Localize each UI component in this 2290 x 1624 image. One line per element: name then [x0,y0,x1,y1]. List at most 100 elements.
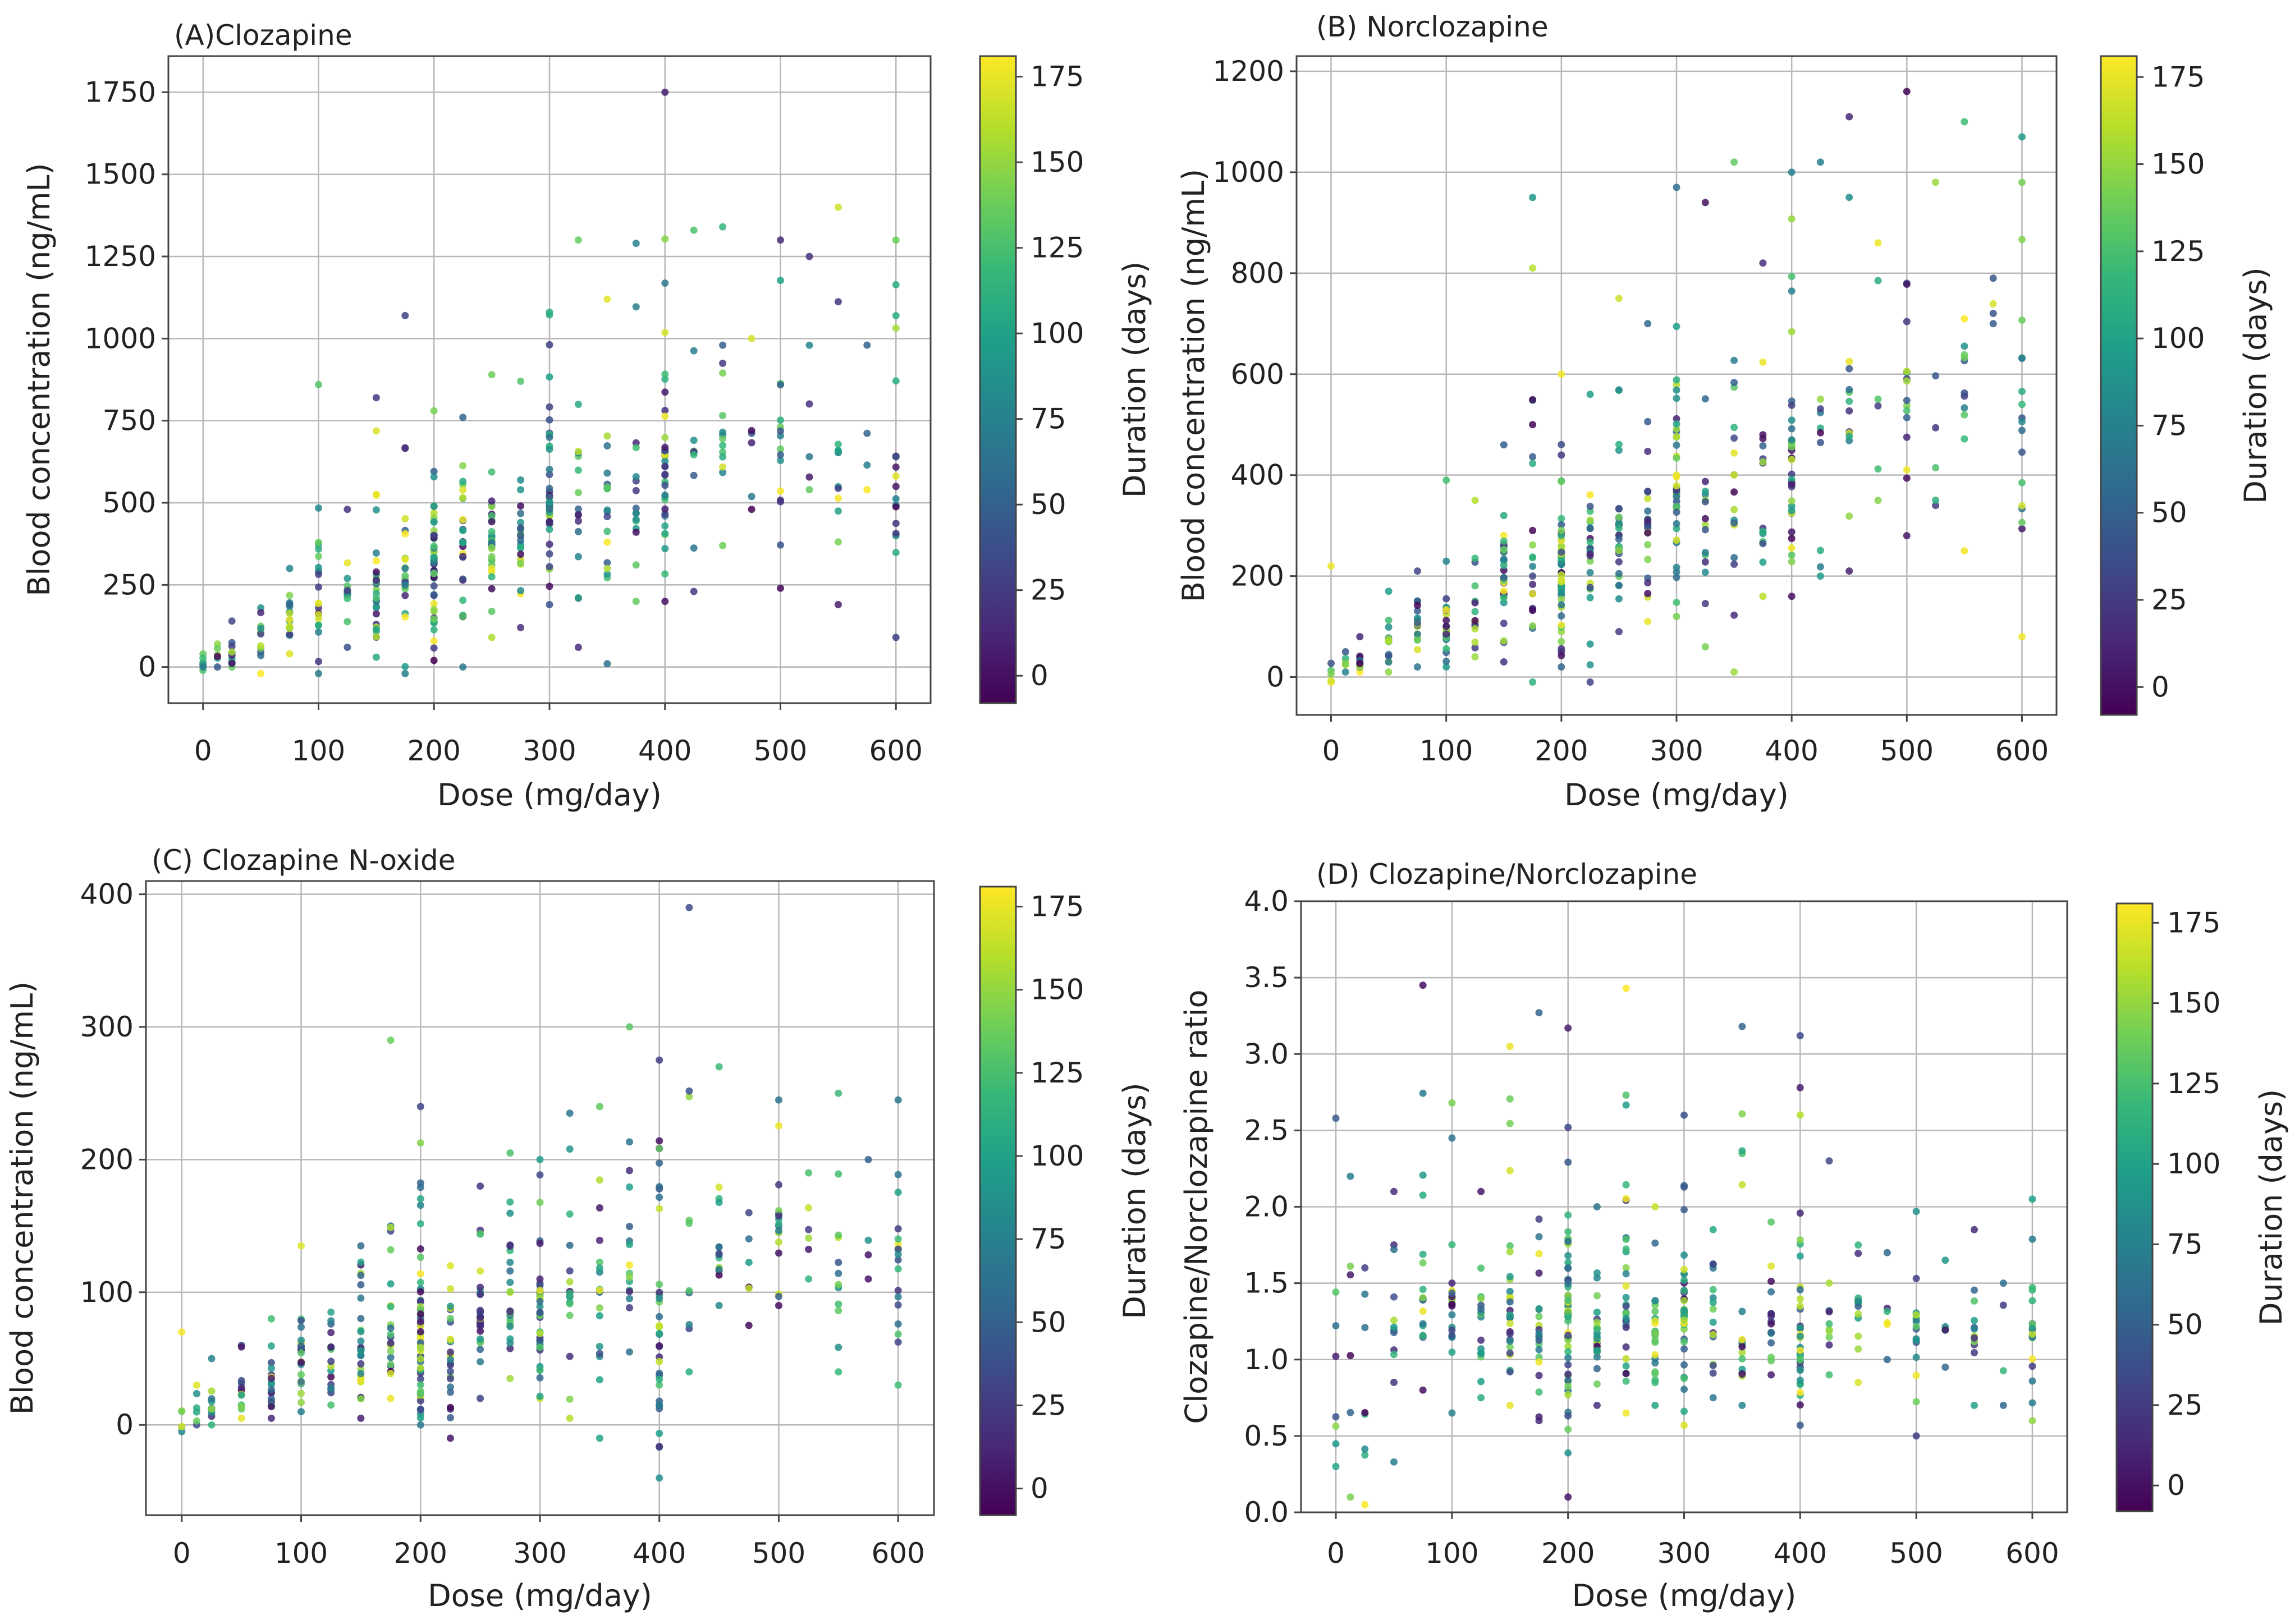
data-point [1506,1095,1514,1103]
data-point [2028,1235,2036,1243]
data-point [1912,1432,1920,1440]
data-point [488,468,496,476]
data-point [1586,552,1594,559]
scatter-points [1332,981,2036,1508]
colorbar: 0 25 50 75 100 125 150 175 Duration (days) [2115,902,2289,1512]
data-point [626,1261,633,1269]
data-point [1558,526,1565,534]
data-point [447,1336,454,1343]
data-point [2028,1355,2036,1363]
data-point [2018,418,2026,425]
data-point [834,507,842,515]
data-point [719,369,727,377]
data-point [748,439,755,447]
data-point [517,510,525,517]
data-point [1651,1351,1659,1359]
data-point [1564,1383,1572,1391]
data-point [416,1344,424,1352]
data-point [566,1300,574,1308]
data-point [1564,1237,1572,1245]
data-point [297,1371,305,1379]
colorbar-tick-label: 75 [2167,1228,2203,1260]
data-point [344,506,351,513]
data-point [1788,215,1796,223]
data-point [1961,354,1968,361]
data-point [894,1301,902,1309]
data-point [297,1316,305,1324]
data-point [1506,1368,1514,1376]
data-point [430,591,438,599]
data-point [1673,568,1680,576]
y-tick-label: 1000 [1213,156,1284,189]
data-point [517,559,525,567]
data-point [834,600,842,608]
data-point [892,453,900,461]
data-point [1961,435,1968,443]
data-point [574,466,582,474]
data-point [1788,470,1796,478]
data-point [685,1087,693,1095]
data-point [488,634,496,641]
data-point [719,463,727,471]
data-point [1564,1493,1572,1501]
data-point [574,489,582,497]
data-point [1535,1346,1543,1354]
data-point [1558,515,1565,522]
data-point [416,1328,424,1336]
data-point [1673,508,1680,516]
data-point [1615,446,1623,454]
data-point [632,240,640,247]
data-point [459,597,467,604]
data-point [1529,194,1537,201]
data-point [1500,574,1508,582]
colorbar-gradient [979,886,1017,1516]
data-point [835,1170,842,1178]
data-point [315,669,322,677]
data-point [1999,1279,2007,1287]
data-point [1673,613,1680,621]
data-point [1622,1270,1630,1278]
colorbar-tick-label: 125 [1030,232,1084,264]
colorbar-tick-label: 0 [2151,671,2169,703]
data-point [1535,1413,1543,1421]
data-point [1535,1313,1543,1320]
data-point [1390,1351,1398,1359]
data-point [2018,236,2026,244]
data-point [1680,1386,1688,1393]
data-point [488,512,496,520]
data-point [1390,1323,1398,1331]
data-point [1788,436,1796,444]
data-point [1361,1409,1369,1416]
data-point [1615,570,1623,577]
data-point [834,441,842,448]
data-point [1912,1354,1920,1361]
data-point [1535,1305,1543,1313]
data-point [488,565,496,572]
data-point [506,1288,514,1296]
data-point [506,1259,514,1266]
data-point [1903,397,1911,405]
x-tick-label: 300 [523,735,576,767]
colorbar: 0 25 50 75 100 125 150 175 Duration (days) [979,886,1152,1516]
y-tick-label: 1.5 [1244,1267,1289,1300]
data-point [430,542,438,550]
data-point [1385,668,1393,676]
data-point [1506,1273,1514,1281]
data-point [237,1343,245,1351]
data-point [1796,1388,1804,1396]
data-point [357,1360,365,1368]
data-point [864,1155,872,1163]
data-point [536,1155,544,1163]
data-point [1413,619,1421,627]
data-point [775,1238,782,1246]
data-point [1680,1407,1688,1415]
colorbar-tick-label: 175 [2167,906,2220,939]
data-point [1564,1296,1572,1304]
data-point [661,463,669,470]
data-point [1564,1391,1572,1398]
data-point [1796,1377,1804,1384]
data-point [1701,643,1709,651]
colorbar-tick-label: 175 [2151,61,2205,93]
data-point [1390,1458,1398,1466]
